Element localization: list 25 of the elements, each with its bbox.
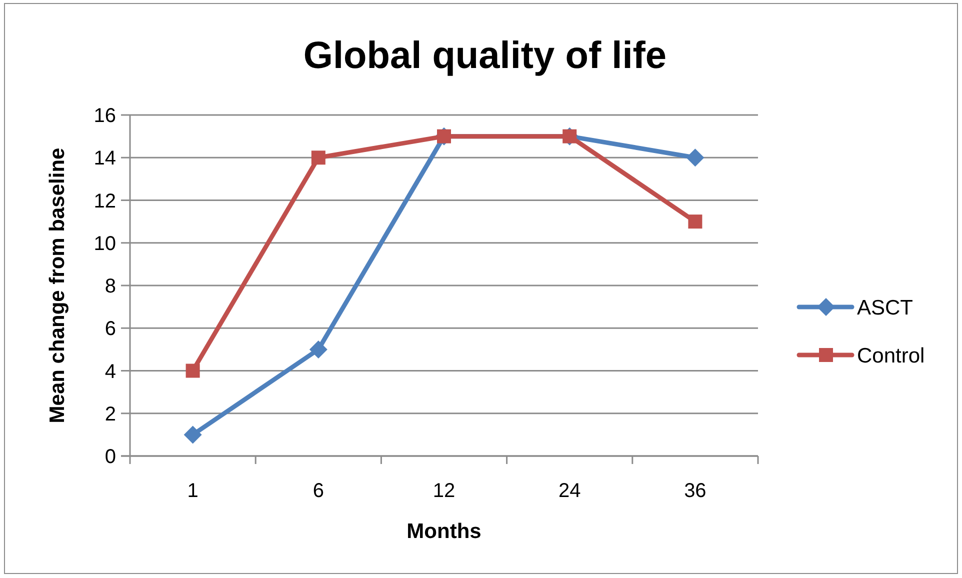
x-tick-label: 24 (558, 480, 581, 502)
y-tick-label: 10 (94, 232, 116, 255)
y-axis-title: Mean change from baseline (46, 148, 69, 424)
point (688, 214, 702, 229)
x-tick-label: 6 (312, 480, 324, 502)
y-tick-label: 4 (104, 360, 116, 383)
x-tick-label: 1 (187, 480, 198, 502)
y-tick-label: 16 (94, 105, 116, 127)
y-tick-label: 2 (104, 403, 116, 426)
x-axis-title: Months (406, 520, 482, 543)
y-tick-label: 12 (94, 190, 116, 212)
point (686, 148, 704, 167)
point (186, 364, 200, 378)
y-tick-label: 0 (104, 446, 116, 468)
point (311, 150, 326, 165)
x-tick-label: 36 (684, 480, 706, 502)
chart-title: Global quality of life (303, 35, 667, 77)
y-tick-label: 14 (94, 148, 116, 170)
y-tick-label: 8 (104, 276, 116, 298)
y-tick-label: 6 (104, 318, 116, 340)
x-tick-label: 12 (432, 480, 456, 502)
legend-label: Control (857, 344, 925, 368)
point (184, 426, 202, 444)
point (309, 340, 328, 358)
legend-label: ASCT (857, 296, 914, 320)
